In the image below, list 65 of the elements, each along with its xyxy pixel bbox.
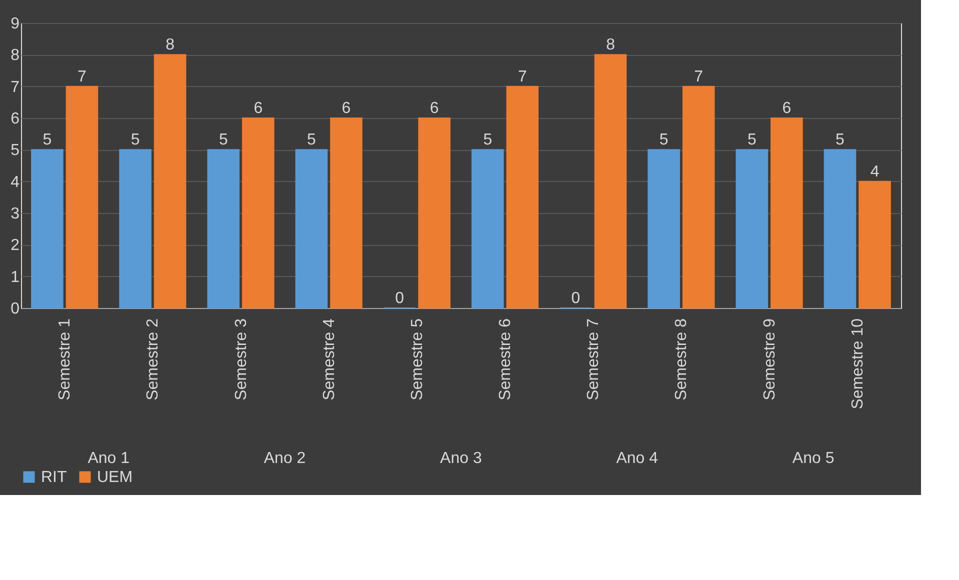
y-tick-label: 8 xyxy=(10,47,20,64)
y-tick-label: 1 xyxy=(10,268,20,286)
y-tick-label: 0 xyxy=(10,300,20,318)
x-tick-label: Semestre 2 xyxy=(144,318,162,400)
bar xyxy=(242,118,274,308)
data-label: 5 xyxy=(836,132,845,149)
data-label: 5 xyxy=(130,132,140,149)
bar xyxy=(770,118,803,308)
text: Ano 2 xyxy=(264,450,306,467)
x-tick-label: Semestre 6 xyxy=(497,318,514,400)
bar xyxy=(119,149,152,308)
text: Ano 5 xyxy=(792,450,834,467)
data-label: 5 xyxy=(747,132,756,149)
data-label: 5 xyxy=(483,132,492,149)
bar xyxy=(682,86,715,308)
text: Ano 4 xyxy=(616,450,658,467)
text: Ano 1 xyxy=(88,450,130,467)
x-tick-label: Semestre 9 xyxy=(761,318,778,400)
bar xyxy=(66,86,98,308)
data-label: 5 xyxy=(659,132,668,149)
y-tick-label: 5 xyxy=(10,142,20,160)
data-label: 5 xyxy=(218,132,228,149)
bar xyxy=(506,86,539,308)
data-label: 0 xyxy=(395,290,404,307)
y-tick-label: 2 xyxy=(10,237,20,254)
bar xyxy=(295,149,328,308)
bar xyxy=(330,118,362,308)
data-label: 5 xyxy=(42,132,52,149)
x-tick-label: Semestre 7 xyxy=(585,318,602,400)
bar xyxy=(154,54,186,308)
x-tick-label: Semestre 10 xyxy=(849,318,866,410)
x-tick-label: Semestre 1 xyxy=(56,318,74,400)
bar xyxy=(824,149,856,308)
x-tick-label: Semestre 4 xyxy=(320,318,338,400)
y-tick-label: 7 xyxy=(10,78,20,96)
data-label: 5 xyxy=(307,132,316,149)
x-tick-label: Semestre 3 xyxy=(232,318,250,400)
data-label: 7 xyxy=(694,68,704,86)
data-label: 8 xyxy=(606,36,616,54)
legend-label: UEM xyxy=(97,469,133,486)
y-tick-label: 9 xyxy=(10,16,20,32)
bar xyxy=(736,149,768,308)
bar xyxy=(418,118,450,308)
data-label: 6 xyxy=(430,100,439,117)
x-tick-label: Semestre 8 xyxy=(673,318,690,400)
bar xyxy=(594,54,627,308)
x-tick-label: Semestre 5 xyxy=(408,318,426,400)
y-tick-label: 3 xyxy=(10,206,20,222)
data-label: 7 xyxy=(78,68,87,86)
data-label: 6 xyxy=(342,100,351,117)
y-tick-label: 6 xyxy=(10,110,20,128)
bar xyxy=(648,149,680,308)
bar xyxy=(207,149,240,308)
y-tick-label: 4 xyxy=(10,174,20,191)
data-label: 7 xyxy=(518,68,527,86)
data-label: 0 xyxy=(571,290,580,307)
legend-label: RIT xyxy=(41,469,67,486)
data-label: 6 xyxy=(254,100,263,117)
data-label: 6 xyxy=(782,100,792,117)
bar xyxy=(31,149,64,308)
data-label: 4 xyxy=(870,163,880,180)
bar xyxy=(858,180,891,308)
bar xyxy=(472,149,504,308)
data-label: 8 xyxy=(166,36,175,54)
text: Ano 3 xyxy=(440,450,482,467)
